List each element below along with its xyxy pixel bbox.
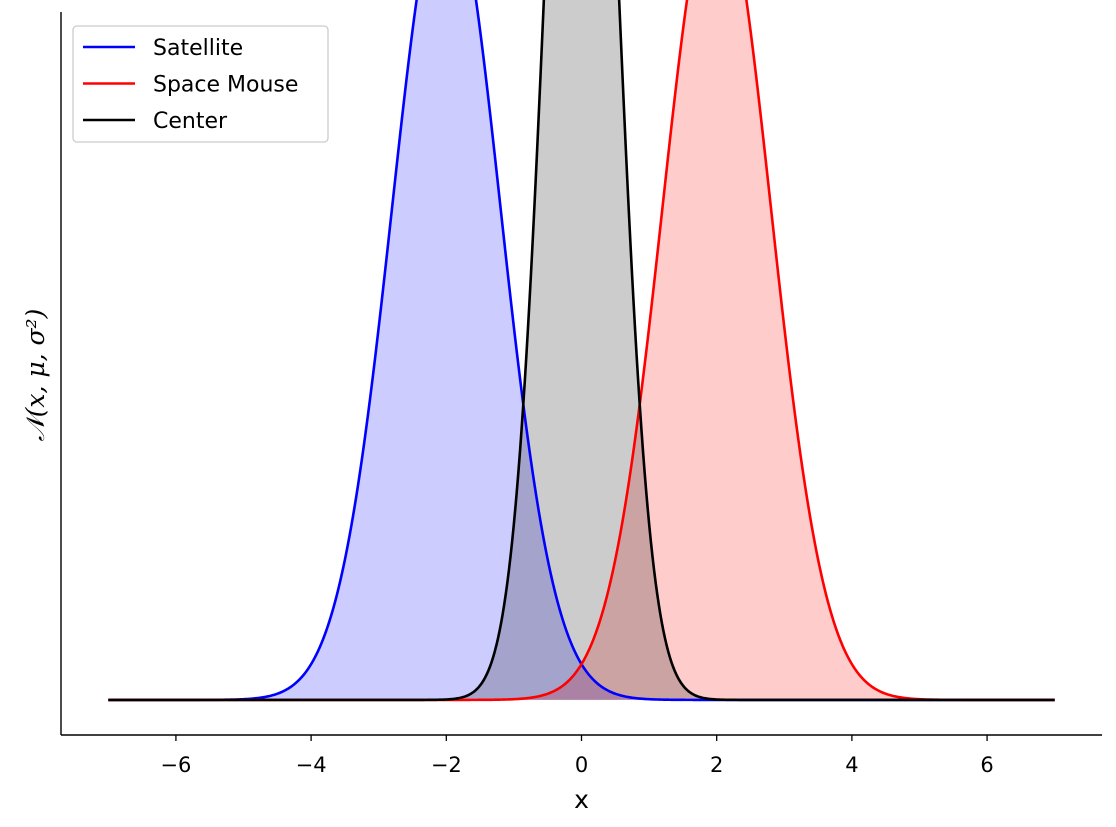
series-fills xyxy=(108,0,1055,700)
legend-label: Center xyxy=(153,109,228,134)
x-axis-label: x xyxy=(574,785,589,814)
x-tick-label: 6 xyxy=(980,753,993,777)
series-lines xyxy=(108,0,1055,702)
x-tick-label: −6 xyxy=(160,753,191,777)
x-tick-label: 0 xyxy=(575,753,588,777)
legend: Satellite Space Mouse Center xyxy=(72,25,329,143)
x-tick-label: −4 xyxy=(296,753,327,777)
legend-frame xyxy=(72,25,329,143)
legend-label: Space Mouse xyxy=(153,73,298,98)
center-area xyxy=(108,0,1055,700)
x-axis-ticks: −6 −4 −2 0 2 4 6 xyxy=(160,735,994,777)
x-tick-label: 4 xyxy=(845,753,858,777)
x-tick-label: −2 xyxy=(431,753,462,777)
legend-label: Satellite xyxy=(153,36,243,61)
y-axis-label: 𝒩(x, μ, σ²) xyxy=(21,309,50,442)
x-tick-label: 2 xyxy=(710,753,723,777)
center-line xyxy=(108,0,1055,702)
